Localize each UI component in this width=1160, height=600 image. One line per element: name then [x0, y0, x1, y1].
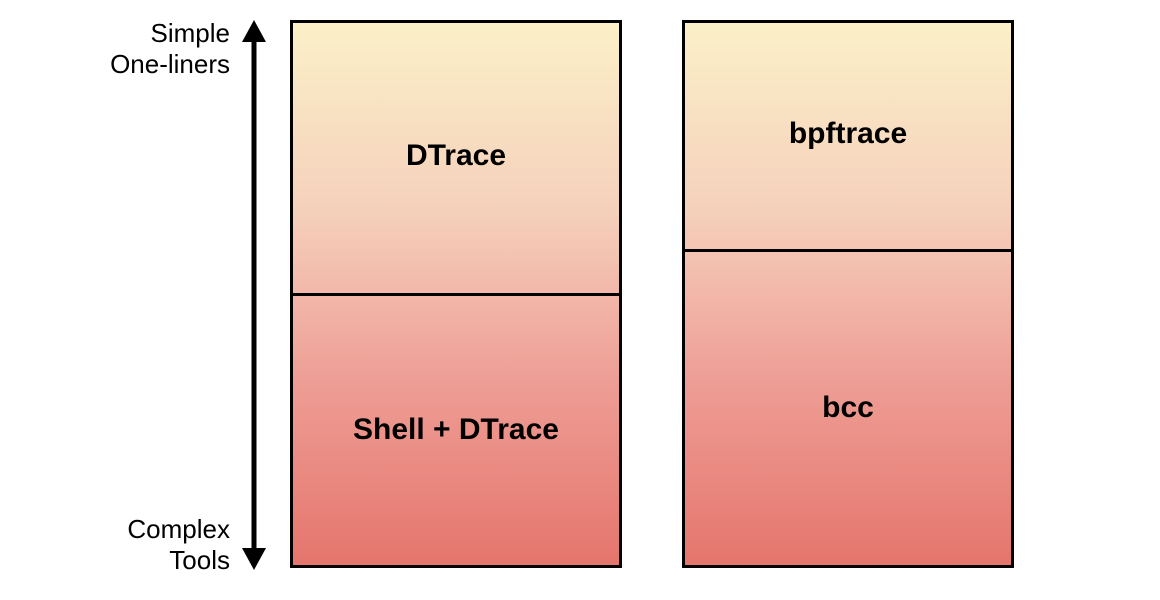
axis-bottom-line1: Complex — [127, 514, 230, 544]
column-dtrace: DTrace Shell + DTrace — [290, 20, 622, 568]
axis-top-line1: Simple — [151, 18, 230, 48]
axis-bottom-line2: Tools — [169, 545, 230, 575]
column-bpf: bpftrace bcc — [682, 20, 1014, 568]
cell-dtrace: DTrace — [290, 139, 622, 173]
cell-bpftrace: bpftrace — [682, 117, 1014, 151]
column-bpf-box — [682, 20, 1014, 568]
cell-bcc: bcc — [682, 391, 1014, 425]
double-arrow-icon — [234, 20, 274, 570]
column-bpf-divider — [682, 249, 1014, 252]
column-dtrace-divider — [290, 293, 622, 296]
axis-top-line2: One-liners — [110, 49, 230, 79]
diagram-stage: Simple One-liners Complex Tools DTrace S… — [0, 0, 1160, 600]
axis-label-bottom: Complex Tools — [30, 514, 230, 576]
axis-label-top: Simple One-liners — [30, 18, 230, 80]
cell-shell-dtrace: Shell + DTrace — [290, 413, 622, 447]
